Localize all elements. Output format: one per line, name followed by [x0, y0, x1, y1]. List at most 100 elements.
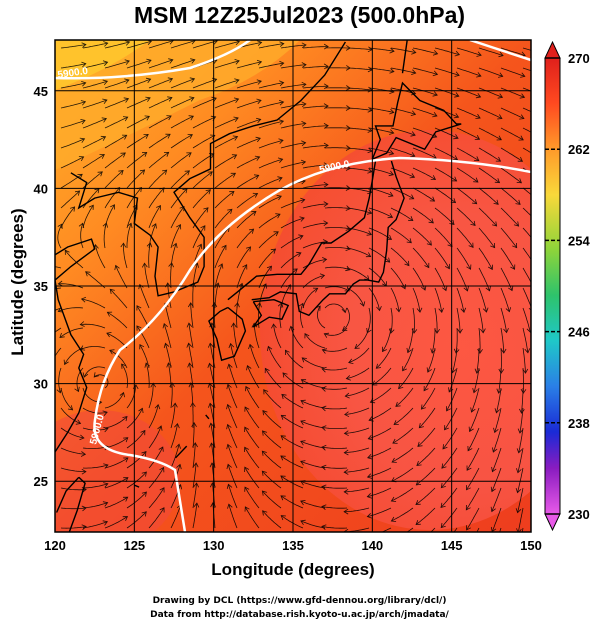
streamline: [60, 120, 86, 129]
streamline-arrow: [454, 92, 460, 98]
streamline: [415, 487, 436, 505]
streamline-arrow: [343, 430, 349, 437]
streamline-arrow: [477, 348, 483, 354]
streamline-arrow: [270, 248, 277, 254]
streamline: [244, 427, 260, 449]
streamline-arrow: [141, 471, 147, 477]
streamline: [342, 307, 350, 331]
streamline-arrow: [323, 201, 329, 207]
streamline: [441, 447, 458, 469]
coastline: [252, 298, 290, 328]
streamline: [368, 187, 394, 197]
x-axis-label: Longitude (degrees): [211, 560, 375, 579]
streamline-arrow: [321, 386, 327, 392]
streamline: [55, 347, 62, 358]
streamline-arrow: [388, 150, 395, 156]
streamline: [393, 407, 414, 425]
streamline-arrow: [500, 348, 507, 354]
streamline-arrow: [386, 234, 393, 240]
streamline: [236, 193, 258, 209]
streamline: [236, 264, 248, 289]
streamline-arrow: [491, 221, 498, 227]
streamline-arrow: [445, 263, 450, 270]
streamline-arrow: [232, 135, 239, 141]
streamline-arrow: [120, 242, 127, 248]
streamline-arrow: [519, 408, 525, 414]
streamline: [244, 467, 260, 489]
streamline: [170, 134, 193, 149]
streamline-arrow: [515, 508, 522, 514]
streamline-arrow: [470, 407, 476, 413]
streamline: [348, 347, 370, 363]
streamline-arrow: [319, 273, 326, 279]
streamline: [324, 303, 346, 313]
streamline: [126, 511, 147, 529]
streamline-arrow: [146, 242, 153, 248]
streamline-arrow: [416, 307, 423, 313]
streamline-arrow: [312, 287, 319, 293]
streamline-arrow: [517, 156, 524, 162]
streamline-arrow: [218, 263, 224, 269]
streamline: [300, 500, 326, 509]
streamline: [82, 42, 108, 49]
streamline-arrow: [410, 89, 417, 96]
streamline-arrow: [323, 220, 329, 227]
streamline-arrow: [124, 40, 131, 46]
streamline-arrow: [226, 463, 232, 470]
streamline: [148, 425, 162, 449]
streamline: [267, 346, 282, 369]
streamline: [346, 107, 373, 111]
streamline-arrow: [277, 176, 283, 182]
streamline: [192, 422, 195, 449]
streamline-arrow: [234, 59, 240, 65]
streamline-arrow: [390, 516, 397, 522]
streamline: [192, 135, 215, 149]
streamline: [106, 332, 128, 349]
chart-title: MSM 12Z25Jul2023 (500.0hPa): [133, 2, 466, 28]
streamline-arrow: [124, 78, 130, 84]
streamline-arrow: [212, 40, 218, 45]
streamline-arrow: [470, 220, 476, 227]
streamline: [95, 244, 106, 269]
streamline-arrow: [80, 119, 86, 125]
streamline: [456, 147, 480, 161]
streamline: [391, 447, 414, 463]
streamline-arrow: [252, 192, 259, 198]
streamline-arrow: [69, 206, 76, 212]
streamline: [522, 367, 524, 394]
streamline: [104, 170, 124, 189]
streamline-arrow: [301, 42, 307, 49]
streamline-arrow: [48, 366, 53, 370]
streamline: [390, 127, 416, 136]
x-tick-label: 130: [203, 538, 225, 553]
streamline: [82, 61, 108, 69]
streamline: [60, 44, 86, 49]
streamline: [440, 507, 458, 528]
streamline-arrow: [188, 382, 195, 388]
streamline-arrow: [227, 208, 233, 215]
streamline-arrow: [136, 305, 142, 311]
streamline-arrow: [472, 387, 478, 394]
streamline-arrow: [276, 195, 282, 201]
streamline-arrow: [410, 152, 416, 158]
streamline: [170, 152, 192, 169]
streamline: [263, 389, 282, 409]
streamline-arrow: [432, 111, 438, 118]
streamline: [522, 87, 531, 92]
streamline-arrow: [298, 302, 304, 309]
streamline: [500, 207, 519, 227]
streamline: [60, 387, 73, 411]
streamline: [321, 506, 348, 509]
streamline-arrow: [424, 262, 430, 269]
streamline-arrow: [442, 444, 448, 450]
streamline-arrow: [533, 264, 537, 269]
streamline-arrow: [415, 520, 421, 526]
streamline: [324, 247, 351, 250]
streamline: [346, 67, 373, 71]
y-tick-label: 40: [34, 181, 48, 196]
streamline-arrow: [299, 216, 305, 222]
streamline-arrow: [411, 69, 417, 75]
streamline: [416, 467, 436, 486]
streamline: [398, 367, 414, 389]
